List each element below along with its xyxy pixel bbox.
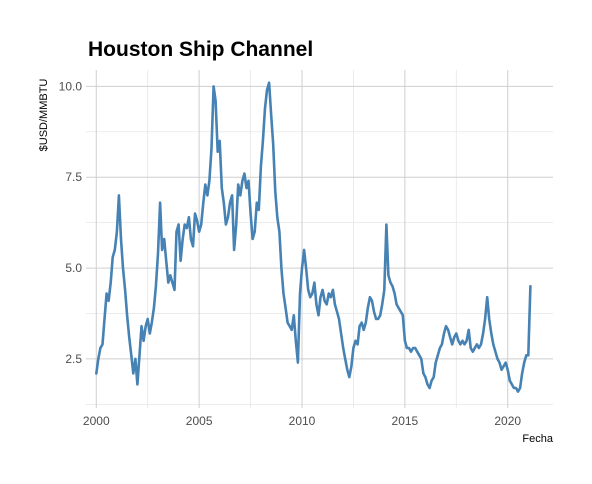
x-tick-label: 2020 — [494, 414, 521, 428]
x-tick-label: 2015 — [392, 414, 419, 428]
grid — [86, 70, 553, 408]
y-axis-title: $USD/MMBTU — [38, 79, 50, 152]
x-tick-label: 2010 — [289, 414, 316, 428]
series-layer — [95, 81, 532, 393]
x-tick-label: 2000 — [83, 414, 110, 428]
chart-title: Houston Ship Channel — [88, 38, 313, 61]
y-tick-label: 2.5 — [65, 352, 82, 366]
x-axis-title: Fecha — [522, 433, 553, 445]
y-axis-ticks: 2.5 5.0 7.5 10.0 — [59, 79, 83, 366]
x-axis-ticks: 2000 2005 2010 2015 2020 — [83, 414, 521, 428]
x-tick-label: 2005 — [186, 414, 213, 428]
price-series-line — [95, 81, 532, 393]
y-tick-label: 5.0 — [65, 261, 82, 275]
y-tick-label: 7.5 — [65, 170, 82, 184]
y-tick-label: 10.0 — [59, 79, 83, 93]
